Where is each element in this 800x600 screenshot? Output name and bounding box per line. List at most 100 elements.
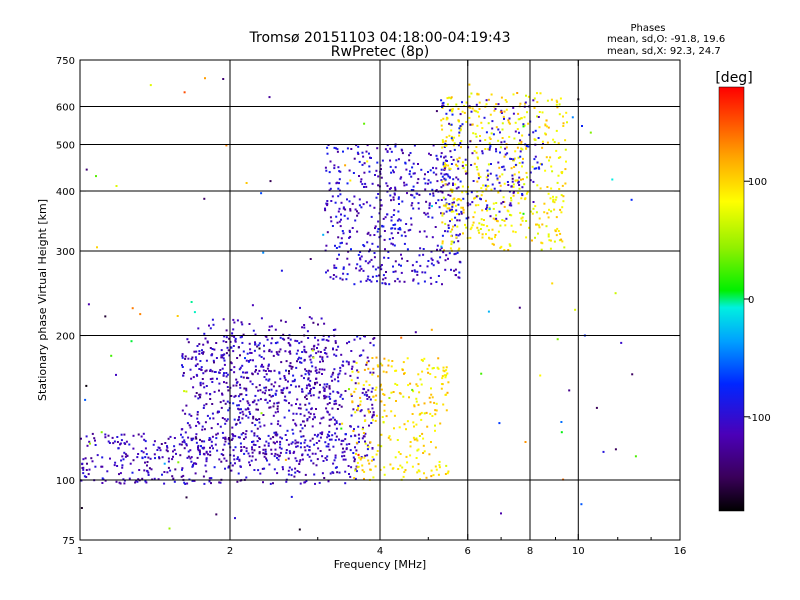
echo-point <box>512 106 515 109</box>
echo-point <box>485 208 488 210</box>
echo-point <box>308 455 311 458</box>
echo-point <box>457 186 460 189</box>
echo-point <box>323 322 326 325</box>
echo-point <box>403 372 405 375</box>
echo-point <box>357 407 360 410</box>
echo-point <box>257 469 260 472</box>
echo-point <box>388 188 391 190</box>
echo-point <box>187 341 190 344</box>
echo-point <box>341 278 344 281</box>
echo-point <box>424 173 426 176</box>
echo-point <box>248 342 251 345</box>
echo-point <box>360 255 363 258</box>
echo-point <box>513 157 516 160</box>
echo-point <box>400 176 403 179</box>
echo-point <box>346 273 349 276</box>
echo-point <box>387 257 390 259</box>
echo-point <box>485 176 488 179</box>
echo-point <box>331 373 334 376</box>
echo-point <box>259 398 262 401</box>
echo-point <box>433 401 436 404</box>
echo-point <box>409 152 412 154</box>
echo-point <box>359 258 362 261</box>
echo-point <box>128 443 131 446</box>
echo-point <box>304 396 306 399</box>
echo-point <box>144 447 147 450</box>
echo-point <box>319 432 322 435</box>
echo-point <box>429 401 432 404</box>
echo-point <box>366 232 369 235</box>
echo-point <box>359 400 362 403</box>
echo-point <box>559 156 562 159</box>
echo-point <box>396 439 399 441</box>
echo-point <box>256 419 258 421</box>
echo-point <box>351 202 354 205</box>
echo-point <box>429 169 432 172</box>
echo-point <box>297 407 300 410</box>
echo-point <box>494 236 496 239</box>
echo-point <box>338 253 340 256</box>
echo-point <box>503 155 506 158</box>
echo-point <box>457 160 460 163</box>
echo-point <box>388 238 391 241</box>
echo-point <box>397 231 400 234</box>
echo-point <box>368 165 371 168</box>
echo-point <box>518 142 521 145</box>
echo-point <box>169 469 172 472</box>
echo-point <box>209 398 212 400</box>
echo-point <box>484 148 487 150</box>
echo-point <box>284 395 287 398</box>
echo-point <box>306 330 309 333</box>
echo-point <box>336 148 339 151</box>
echo-point <box>417 178 420 181</box>
echo-point <box>236 458 239 460</box>
echo-point <box>513 173 516 176</box>
echo-point <box>400 234 403 237</box>
echo-point <box>330 438 333 441</box>
echo-point <box>301 454 304 457</box>
echo-point <box>346 342 348 345</box>
echo-point <box>562 115 564 118</box>
echo-point <box>319 360 322 363</box>
echo-point <box>421 359 424 362</box>
echo-point <box>363 414 366 417</box>
chart-subtitle: RwPretec (8p) <box>331 44 429 60</box>
echo-point <box>443 177 446 180</box>
echo-point <box>182 374 185 377</box>
echo-point <box>110 354 113 357</box>
echo-point <box>559 97 562 100</box>
echo-point <box>339 277 342 280</box>
echo-point <box>248 455 251 458</box>
echo-point <box>417 448 420 451</box>
echo-point <box>444 222 447 225</box>
echo-point <box>326 403 329 406</box>
echo-point <box>394 223 397 226</box>
echo-point <box>328 438 331 441</box>
echo-point <box>249 464 251 467</box>
echo-point <box>230 362 233 365</box>
echo-point <box>371 373 374 376</box>
echo-point <box>312 348 315 351</box>
echo-point <box>203 332 206 335</box>
echo-point <box>325 458 328 461</box>
echo-point <box>546 186 549 188</box>
echo-point <box>312 345 315 348</box>
echo-point <box>560 421 563 423</box>
echo-point <box>394 280 397 283</box>
echo-point <box>387 250 390 253</box>
echo-point <box>452 158 455 161</box>
echo-point <box>264 448 267 451</box>
echo-point <box>234 337 237 340</box>
echo-point <box>493 109 496 112</box>
echo-point <box>452 184 454 186</box>
echo-point <box>213 361 215 364</box>
echo-point <box>562 125 565 127</box>
echo-point <box>443 167 446 170</box>
echo-point <box>285 360 288 363</box>
echo-point <box>437 357 440 360</box>
echo-point <box>153 440 156 443</box>
echo-point <box>254 424 257 427</box>
echo-point <box>116 441 119 443</box>
echo-point <box>375 386 378 389</box>
echo-point <box>461 101 463 104</box>
